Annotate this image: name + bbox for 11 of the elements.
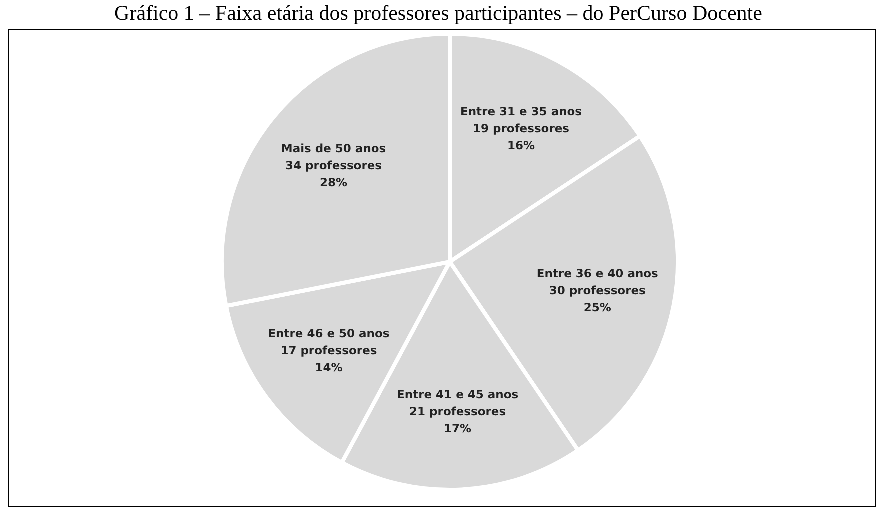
data-label: 34 professores 28%: [285, 158, 382, 190]
slice-label: Mais de 50 anos: [281, 142, 386, 156]
data-label: 17 professores 14%: [280, 344, 378, 375]
slice-label: Entre 36 e 40 anos: [536, 266, 659, 280]
chart-title: Gráfico 1 – Faixa etária dos professores participantes – do PerCurso Docente: [114, 1, 762, 25]
data-label: 30 professores 25%: [549, 283, 646, 314]
data-label: 19 professores 16%: [472, 122, 570, 153]
data-label: 21 professores 17%: [410, 404, 506, 436]
slice-label: Entre 31 e 35 anos: [460, 104, 582, 119]
slice-label: Entre 46 e 50 anos: [268, 326, 390, 341]
slice-label: Entre 41 e 45 anos: [397, 387, 519, 402]
